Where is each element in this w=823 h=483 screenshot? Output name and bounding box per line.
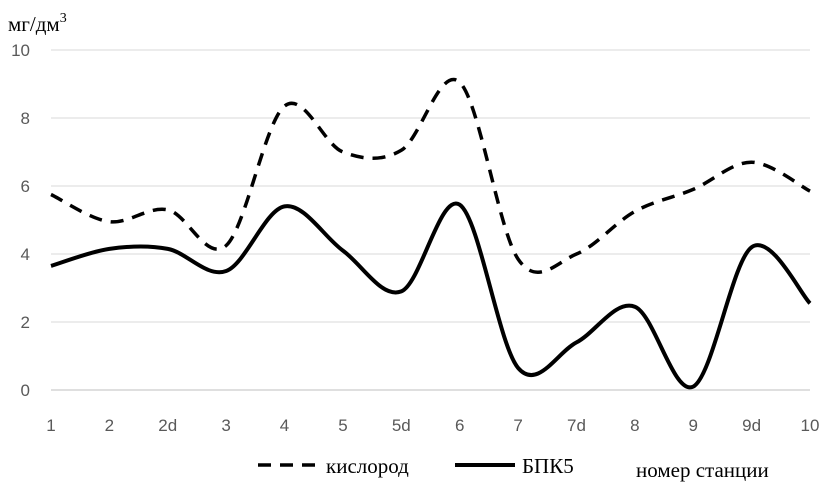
data-point-series-0-9	[574, 252, 578, 256]
y-tick-label: 6	[21, 177, 30, 196]
data-point-series-0-8	[516, 257, 520, 261]
legend: кислород БПК5	[258, 454, 574, 478]
data-point-series-1-12	[750, 245, 754, 249]
data-point-series-0-6	[399, 148, 403, 152]
data-point-series-1-7	[458, 203, 462, 207]
series-line-0	[50, 77, 811, 274]
y-tick-label: 0	[21, 381, 30, 400]
data-point-series-1-13	[808, 301, 812, 305]
y-axis-label: мг/дм3	[8, 11, 67, 36]
x-tick-label: 9	[688, 416, 697, 435]
x-tick-label: 6	[455, 416, 464, 435]
x-tick-label: 2d	[158, 416, 177, 435]
data-point-series-1-5	[341, 249, 345, 253]
data-point-series-0-1	[107, 220, 111, 224]
data-point-series-1-6	[399, 289, 403, 293]
x-tick-label: 10	[801, 416, 820, 435]
legend-label-bpk5: БПК5	[522, 454, 574, 478]
data-point-series-1-1	[107, 247, 111, 251]
x-tick-label: 3	[221, 416, 230, 435]
x-tick-labels: 1 2 2d 3 4 5 5d 6 7 7d 8 9 9d 10	[46, 416, 819, 435]
x-tick-label: 5	[338, 416, 347, 435]
y-tick-label: 4	[21, 245, 30, 264]
series-lines	[49, 77, 812, 390]
x-tick-label: 7d	[567, 416, 586, 435]
data-point-series-0-4	[283, 104, 287, 108]
data-point-series-1-8	[516, 366, 520, 370]
data-point-series-1-11	[691, 385, 695, 389]
y-tick-label: 8	[21, 109, 30, 128]
y-tick-label: 10	[11, 41, 30, 60]
data-point-series-1-9	[574, 340, 578, 344]
grid-lines	[51, 49, 810, 391]
data-point-series-1-10	[633, 305, 637, 309]
data-point-series-0-5	[341, 150, 345, 154]
data-point-series-0-0	[49, 193, 53, 197]
legend-label-kislorod: кислород	[326, 454, 409, 478]
series-line-1	[50, 201, 812, 390]
y-tick-labels: 0 2 4 6 8 10	[11, 41, 30, 400]
data-point-series-0-12	[750, 160, 754, 164]
data-point-series-0-2	[166, 208, 170, 212]
y-tick-label: 2	[21, 313, 30, 332]
data-point-series-0-3	[224, 244, 228, 248]
x-axis-label: номер станции	[636, 458, 769, 482]
x-tick-label: 9d	[742, 416, 761, 435]
x-tick-label: 1	[46, 416, 55, 435]
data-point-series-1-4	[283, 204, 287, 208]
data-point-series-0-10	[633, 210, 637, 214]
x-tick-label: 8	[630, 416, 639, 435]
x-tick-label: 2	[105, 416, 114, 435]
x-tick-label: 5d	[392, 416, 411, 435]
data-point-series-0-13	[808, 189, 812, 193]
data-point-series-0-11	[691, 187, 695, 191]
data-point-series-0-7	[458, 80, 462, 84]
data-point-series-1-2	[166, 247, 170, 251]
x-tick-label: 7	[513, 416, 522, 435]
x-tick-label: 4	[280, 416, 289, 435]
data-point-series-1-3	[224, 269, 228, 273]
data-point-series-1-0	[49, 264, 53, 268]
